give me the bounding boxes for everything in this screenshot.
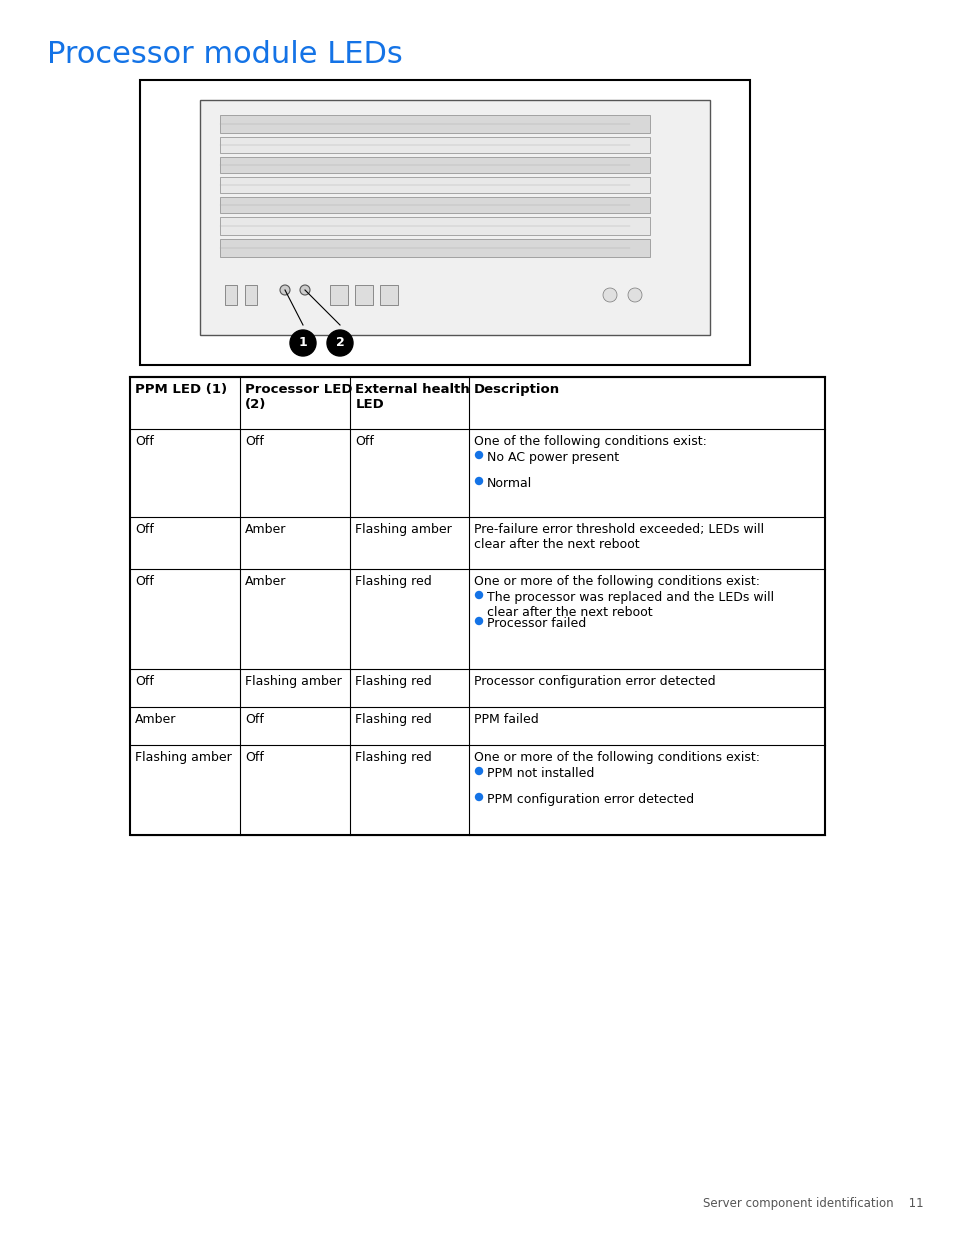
Text: Amber: Amber bbox=[245, 522, 286, 536]
Text: Pre-failure error threshold exceeded; LEDs will
clear after the next reboot: Pre-failure error threshold exceeded; LE… bbox=[474, 522, 763, 551]
Text: 2: 2 bbox=[335, 336, 344, 350]
Bar bbox=[220, 177, 649, 193]
Bar bbox=[225, 285, 236, 305]
Bar bbox=[220, 240, 649, 257]
Bar bbox=[130, 377, 824, 429]
Text: Flashing red: Flashing red bbox=[355, 576, 432, 588]
Text: Processor failed: Processor failed bbox=[487, 618, 586, 630]
Text: Amber: Amber bbox=[245, 576, 286, 588]
Circle shape bbox=[299, 285, 310, 295]
Circle shape bbox=[602, 288, 617, 303]
Bar bbox=[130, 706, 824, 745]
Bar bbox=[200, 100, 709, 335]
Circle shape bbox=[475, 618, 482, 625]
Text: Flashing red: Flashing red bbox=[355, 676, 432, 688]
Text: External health
LED: External health LED bbox=[355, 383, 470, 411]
Text: Processor LED
(2): Processor LED (2) bbox=[245, 383, 353, 411]
Circle shape bbox=[280, 285, 290, 295]
Bar bbox=[140, 80, 749, 366]
Text: PPM failed: PPM failed bbox=[474, 713, 538, 726]
Text: Flashing amber: Flashing amber bbox=[355, 522, 452, 536]
Text: Processor module LEDs: Processor module LEDs bbox=[47, 40, 402, 69]
Text: Off: Off bbox=[355, 435, 374, 448]
Text: PPM configuration error detected: PPM configuration error detected bbox=[487, 793, 694, 806]
Text: Off: Off bbox=[135, 576, 153, 588]
Text: Flashing red: Flashing red bbox=[355, 713, 432, 726]
Text: Off: Off bbox=[245, 751, 264, 764]
Bar bbox=[220, 115, 649, 133]
Bar bbox=[220, 217, 649, 235]
Bar bbox=[130, 429, 824, 517]
Text: Amber: Amber bbox=[135, 713, 176, 726]
Circle shape bbox=[327, 330, 353, 356]
Circle shape bbox=[627, 288, 641, 303]
Text: Off: Off bbox=[135, 676, 153, 688]
Circle shape bbox=[290, 330, 315, 356]
Text: Off: Off bbox=[245, 713, 264, 726]
Text: One of the following conditions exist:: One of the following conditions exist: bbox=[474, 435, 706, 448]
Circle shape bbox=[475, 592, 482, 599]
Text: Normal: Normal bbox=[487, 477, 532, 490]
Circle shape bbox=[475, 794, 482, 800]
Bar bbox=[379, 285, 397, 305]
Text: Flashing amber: Flashing amber bbox=[245, 676, 341, 688]
Text: Off: Off bbox=[245, 435, 264, 448]
Bar bbox=[130, 377, 824, 835]
Text: 1: 1 bbox=[298, 336, 307, 350]
Text: PPM LED (1): PPM LED (1) bbox=[135, 383, 227, 396]
Bar bbox=[130, 745, 824, 835]
Bar bbox=[220, 137, 649, 153]
Bar bbox=[355, 285, 373, 305]
Bar bbox=[330, 285, 348, 305]
Bar bbox=[130, 569, 824, 669]
Text: One or more of the following conditions exist:: One or more of the following conditions … bbox=[474, 751, 760, 764]
Bar bbox=[130, 517, 824, 569]
Text: No AC power present: No AC power present bbox=[487, 451, 618, 464]
Bar bbox=[220, 198, 649, 212]
Bar bbox=[220, 157, 649, 173]
Circle shape bbox=[475, 767, 482, 774]
Bar bbox=[245, 285, 256, 305]
Circle shape bbox=[475, 452, 482, 458]
Text: Off: Off bbox=[135, 522, 153, 536]
Circle shape bbox=[475, 478, 482, 484]
Text: Processor configuration error detected: Processor configuration error detected bbox=[474, 676, 715, 688]
Text: Flashing red: Flashing red bbox=[355, 751, 432, 764]
Text: Off: Off bbox=[135, 435, 153, 448]
Text: Flashing amber: Flashing amber bbox=[135, 751, 232, 764]
Text: Server component identification    11: Server component identification 11 bbox=[702, 1197, 923, 1210]
Text: Description: Description bbox=[474, 383, 559, 396]
Text: PPM not installed: PPM not installed bbox=[487, 767, 594, 781]
Text: One or more of the following conditions exist:: One or more of the following conditions … bbox=[474, 576, 760, 588]
Bar bbox=[130, 669, 824, 706]
Text: The processor was replaced and the LEDs will
clear after the next reboot: The processor was replaced and the LEDs … bbox=[487, 592, 773, 619]
